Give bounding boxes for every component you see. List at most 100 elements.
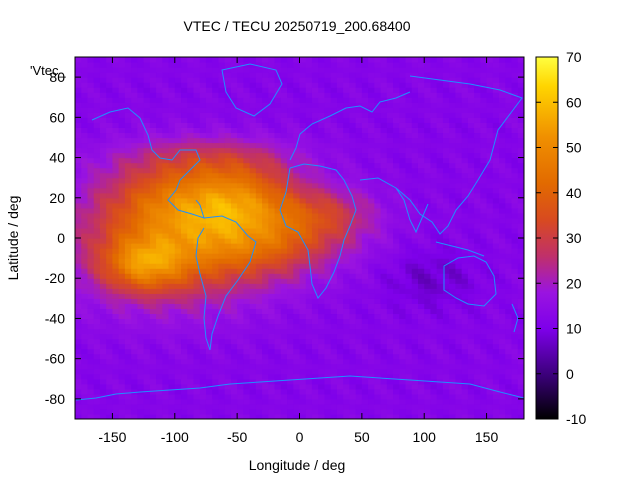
heatmap-cell (99, 373, 107, 380)
heatmap-cell (137, 258, 145, 264)
heatmap-cell (118, 122, 126, 128)
heatmap-cell (243, 323, 251, 330)
heatmap-cell (181, 348, 188, 355)
heatmap-cell (75, 87, 82, 93)
heatmap-cell (417, 187, 425, 194)
heatmap-cell (205, 137, 213, 144)
heatmap-cell (106, 107, 114, 113)
heatmap-cell (274, 227, 282, 234)
heatmap-cell (293, 358, 301, 365)
heatmap-cell (249, 298, 257, 304)
heatmap-cell (218, 283, 226, 289)
heatmap-cell (299, 353, 307, 360)
heatmap-cell (112, 283, 120, 289)
heatmap-cell (393, 227, 400, 234)
heatmap-cell (349, 308, 357, 315)
heatmap-cell (156, 72, 163, 78)
heatmap-cell (511, 408, 519, 415)
heatmap-cell (230, 172, 238, 179)
heatmap-cell (268, 212, 276, 219)
heatmap-cell (81, 167, 89, 174)
heatmap-cell (262, 217, 269, 224)
heatmap-cell (374, 403, 382, 410)
heatmap-cell (87, 268, 95, 274)
heatmap-cell (237, 338, 244, 345)
heatmap-cell (174, 318, 182, 325)
heatmap-cell (442, 383, 450, 390)
heatmap-cell (517, 127, 524, 134)
heatmap-cell (455, 343, 463, 350)
heatmap-cell (243, 142, 251, 149)
heatmap-cell (75, 358, 82, 365)
heatmap-cell (480, 238, 488, 244)
heatmap-cell (411, 398, 419, 405)
heatmap-cell (299, 77, 307, 83)
heatmap-cell (505, 278, 513, 284)
heatmap-cell (149, 388, 157, 395)
heatmap-cell (374, 328, 382, 335)
heatmap-cell (187, 358, 195, 365)
heatmap-cell (417, 283, 425, 289)
heatmap-cell (380, 363, 388, 370)
heatmap-cell (243, 283, 251, 289)
heatmap-cell (87, 283, 95, 289)
heatmap-cell (393, 283, 400, 289)
heatmap-cell (87, 383, 95, 390)
heatmap-cell (212, 197, 220, 204)
heatmap-cell (461, 258, 469, 264)
heatmap-cell (75, 102, 82, 108)
heatmap-cell (131, 122, 138, 128)
heatmap-cell (467, 398, 475, 405)
heatmap-cell (311, 77, 319, 83)
heatmap-cell (299, 217, 307, 224)
heatmap-cell (237, 373, 244, 380)
heatmap-cell (87, 293, 95, 299)
heatmap-cell (81, 97, 89, 103)
heatmap-cell (336, 293, 344, 299)
heatmap-cell (417, 167, 425, 174)
heatmap-cell (442, 258, 450, 264)
heatmap-cell (87, 192, 95, 199)
heatmap-cell (442, 263, 450, 269)
heatmap-cell (517, 268, 524, 274)
heatmap-cell (442, 82, 450, 88)
heatmap-cell (355, 142, 363, 149)
heatmap-cell (249, 87, 257, 93)
heatmap-cell (124, 157, 132, 164)
heatmap-cell (517, 278, 524, 284)
heatmap-cell (193, 413, 201, 419)
heatmap-cell (318, 202, 326, 209)
heatmap-cell (449, 408, 457, 415)
heatmap-cell (156, 232, 163, 239)
heatmap-cell (237, 328, 244, 335)
heatmap-cell (99, 147, 107, 154)
heatmap-cell (243, 408, 251, 415)
heatmap-cell (162, 408, 170, 415)
heatmap-cell (268, 127, 276, 134)
heatmap-cell (93, 137, 101, 144)
heatmap-cell (143, 313, 151, 320)
heatmap-cell (99, 227, 107, 234)
heatmap-cell (336, 273, 344, 279)
heatmap-cell (162, 388, 170, 395)
heatmap-cell (149, 87, 157, 93)
heatmap-cell (318, 318, 326, 325)
heatmap-cell (517, 137, 524, 144)
heatmap-cell (324, 403, 332, 410)
heatmap-cell (280, 227, 288, 234)
heatmap-cell (262, 298, 269, 304)
heatmap-cell (218, 82, 226, 88)
heatmap-cell (249, 227, 257, 234)
heatmap-cell (81, 72, 89, 78)
heatmap-cell (224, 107, 232, 113)
heatmap-cell (405, 202, 413, 209)
heatmap-cell (124, 243, 132, 249)
heatmap-cell (436, 363, 444, 370)
heatmap-cell (205, 288, 213, 294)
heatmap-cell (411, 177, 419, 184)
heatmap-cell (355, 92, 363, 98)
heatmap-cell (324, 333, 332, 340)
heatmap-cell (131, 368, 138, 375)
heatmap-cell (324, 363, 332, 370)
heatmap-cell (393, 338, 400, 345)
